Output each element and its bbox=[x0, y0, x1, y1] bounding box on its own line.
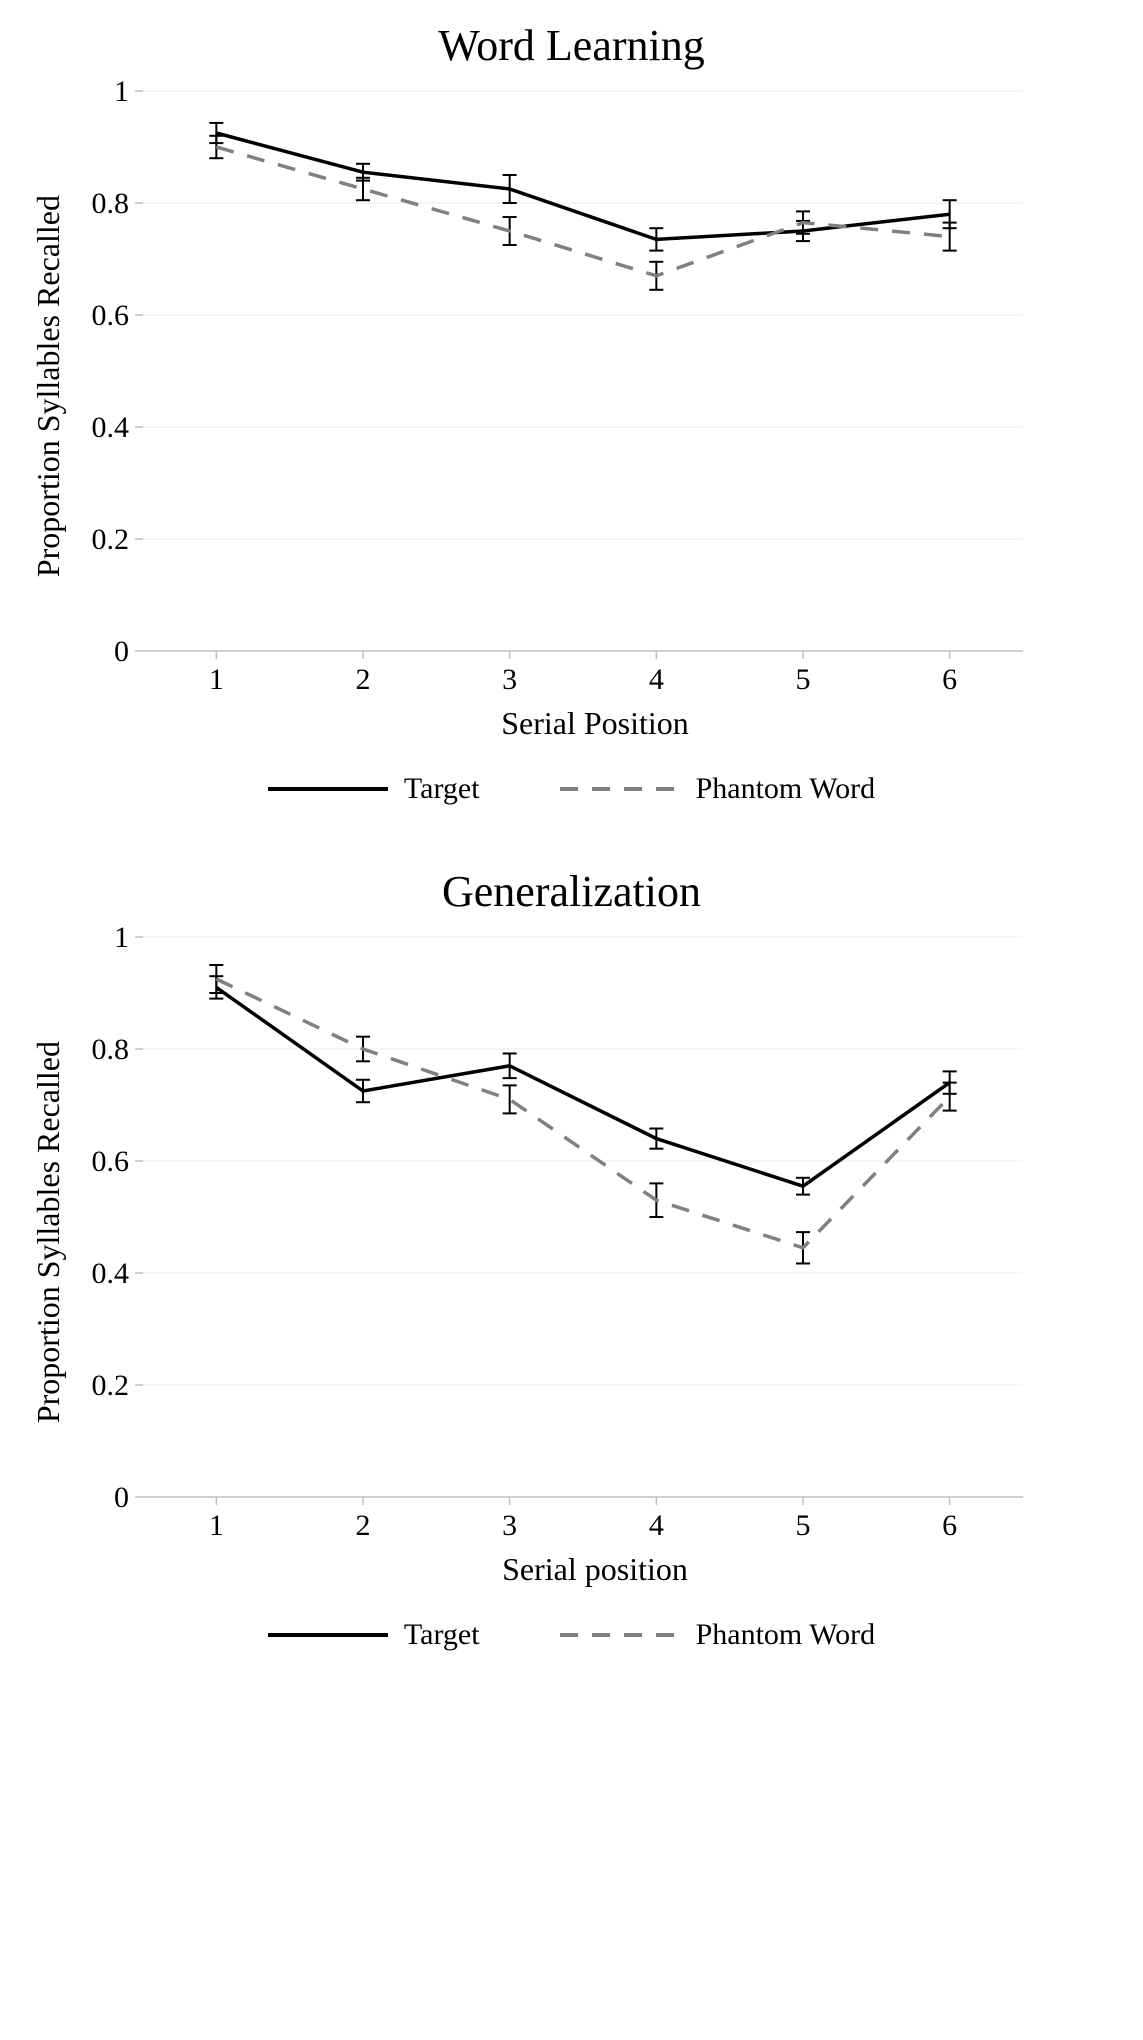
legend-label: Phantom Word bbox=[696, 772, 876, 806]
x-tick-label: 6 bbox=[942, 1509, 957, 1542]
chart-area: Proportion Syllables Recalled00.20.40.60… bbox=[30, 71, 1113, 701]
y-tick-label: 0.4 bbox=[92, 411, 130, 444]
y-axis-label: Proportion Syllables Recalled bbox=[30, 1041, 67, 1423]
legend-label: Target bbox=[404, 1618, 480, 1652]
series-line-target bbox=[216, 987, 949, 1186]
chart-title: Word Learning bbox=[30, 20, 1113, 71]
legend-swatch-icon bbox=[268, 1625, 388, 1645]
y-tick-label: 0.8 bbox=[92, 1033, 130, 1066]
x-tick-label: 1 bbox=[209, 663, 224, 696]
y-axis-label: Proportion Syllables Recalled bbox=[30, 195, 67, 577]
y-tick-label: 1 bbox=[114, 921, 129, 954]
x-tick-label: 1 bbox=[209, 1509, 224, 1542]
legend-swatch-icon bbox=[560, 779, 680, 799]
x-tick-label: 6 bbox=[942, 663, 957, 696]
chart-svg: 0 0.2 0.4 0.6 0.8 1 1 2 3 4 5 6 bbox=[73, 917, 1043, 1547]
y-tick-label: 0.6 bbox=[92, 299, 130, 332]
chart-panel-generalization: Generalization Proportion Syllables Recal… bbox=[30, 866, 1113, 1588]
chart-panel-word-learning: Word Learning Proportion Syllables Recall… bbox=[30, 20, 1113, 742]
y-tick-label: 0 bbox=[114, 1481, 129, 1514]
y-tick-label: 0.6 bbox=[92, 1145, 130, 1178]
x-tick-label: 4 bbox=[649, 1509, 664, 1542]
x-tick-label: 4 bbox=[649, 663, 664, 696]
chart-title: Generalization bbox=[30, 866, 1113, 917]
series-line-target bbox=[216, 133, 949, 239]
y-tick-label: 0.8 bbox=[92, 187, 130, 220]
x-tick-label: 3 bbox=[502, 663, 517, 696]
x-axis-label: Serial Position bbox=[155, 705, 1035, 742]
chart-svg: 0 0.2 0.4 0.6 0.8 1 1 2 3 4 5 6 bbox=[73, 71, 1043, 701]
legend: Target Phantom Word bbox=[30, 772, 1113, 806]
y-tick-label: 0.2 bbox=[92, 1369, 130, 1402]
x-tick-label: 5 bbox=[796, 663, 811, 696]
chart-area: Proportion Syllables Recalled00.20.40.60… bbox=[30, 917, 1113, 1547]
y-tick-label: 0.2 bbox=[92, 523, 130, 556]
x-tick-label: 2 bbox=[356, 1509, 371, 1542]
x-axis-label: Serial position bbox=[155, 1551, 1035, 1588]
legend-label: Target bbox=[404, 772, 480, 806]
legend-swatch-icon bbox=[560, 1625, 680, 1645]
legend: Target Phantom Word bbox=[30, 1618, 1113, 1652]
x-tick-label: 2 bbox=[356, 663, 371, 696]
legend-item-phantom-word: Phantom Word bbox=[560, 1618, 876, 1652]
legend-swatch-icon bbox=[268, 779, 388, 799]
legend-item-target: Target bbox=[268, 772, 480, 806]
y-tick-label: 0 bbox=[114, 635, 129, 668]
series-line-phantom-word bbox=[216, 979, 949, 1248]
y-tick-label: 0.4 bbox=[92, 1257, 130, 1290]
series-line-phantom-word bbox=[216, 147, 949, 276]
legend-item-target: Target bbox=[268, 1618, 480, 1652]
figure-container: Word Learning Proportion Syllables Recall… bbox=[0, 0, 1143, 1682]
y-tick-label: 1 bbox=[114, 75, 129, 108]
x-tick-label: 5 bbox=[796, 1509, 811, 1542]
legend-label: Phantom Word bbox=[696, 1618, 876, 1652]
legend-item-phantom-word: Phantom Word bbox=[560, 772, 876, 806]
x-tick-label: 3 bbox=[502, 1509, 517, 1542]
